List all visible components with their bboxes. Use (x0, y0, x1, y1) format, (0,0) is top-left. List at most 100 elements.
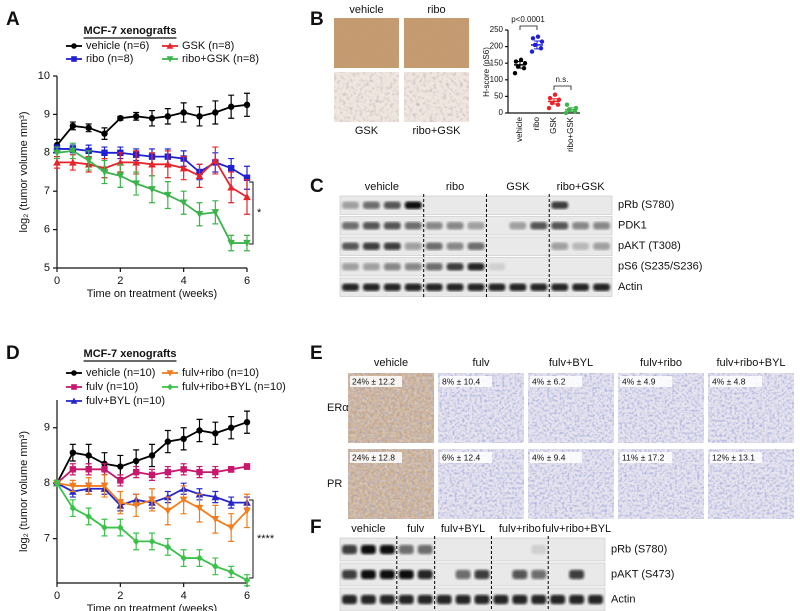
blot-band (593, 242, 610, 250)
blot-band (425, 283, 443, 291)
legend-marker (167, 383, 173, 391)
significance-bracket (249, 181, 254, 245)
panel-letter: C (310, 176, 324, 197)
marker (180, 435, 187, 443)
marker (53, 479, 61, 487)
marker (69, 504, 77, 512)
blot-band (362, 283, 380, 291)
marker (148, 471, 156, 479)
blot-strip (339, 537, 606, 562)
blot-band (383, 263, 401, 271)
marker (116, 172, 125, 180)
legend-marker (71, 370, 77, 376)
score-backdrop (350, 452, 402, 463)
marker (132, 457, 140, 465)
marker (243, 463, 251, 470)
blot-band (360, 594, 376, 605)
column-label: fulv+BYL (549, 357, 593, 369)
lane-label: fulv (407, 523, 425, 535)
significance-label: **** (257, 533, 275, 545)
blot-band (379, 594, 395, 605)
marker (84, 157, 93, 165)
marker (227, 424, 235, 431)
blot-band (342, 594, 357, 605)
blot-strip (339, 587, 606, 611)
blot-band (467, 263, 485, 271)
blot-band (467, 222, 485, 230)
blot-band (425, 242, 443, 250)
marker (148, 115, 156, 122)
x-tick-label: 0 (54, 590, 60, 602)
legend-marker (71, 384, 77, 390)
legend-marker (166, 56, 174, 63)
blot-band (383, 283, 401, 291)
blot-band (488, 283, 506, 291)
marker (211, 516, 220, 524)
blot-band (512, 569, 528, 580)
y-tick-label: 6 (44, 224, 50, 236)
ihc-texture (334, 18, 399, 68)
blot-band (531, 569, 547, 580)
marker (179, 164, 188, 172)
row-label: Actin (611, 593, 635, 605)
legend-label: fulv+ribo (n=10) (182, 367, 259, 379)
marker (117, 115, 124, 122)
image-label: ribo+GSK (413, 125, 462, 137)
score-backdrop (710, 452, 762, 463)
blot-band (398, 569, 414, 580)
y-tick-label: 250 (490, 25, 504, 34)
x-axis-label: Time on treatment (weeks) (87, 288, 217, 300)
score-backdrop (440, 452, 492, 463)
marker (243, 507, 251, 515)
y-tick-label: 7 (44, 533, 50, 545)
score-label: 4% ± 4.9 (622, 376, 656, 386)
significance-bracket (519, 25, 538, 30)
y-tick-label: 150 (490, 58, 504, 67)
marker (132, 113, 140, 120)
blot-band (425, 222, 443, 230)
legend-marker (70, 397, 78, 404)
y-axis-label: log₂ (tumor volume mm³) (18, 111, 30, 232)
blot-band (530, 283, 548, 291)
score-label: 4% ± 9.4 (532, 452, 566, 462)
blot-band (569, 569, 585, 580)
column-label: fulv (472, 357, 490, 369)
blot-strip (339, 562, 606, 587)
column-label: fulv+ribo (640, 357, 682, 369)
blot-band (467, 283, 485, 291)
blot-band (342, 222, 359, 230)
marker (101, 523, 108, 532)
blot-band (362, 263, 380, 271)
row-label: PR (327, 478, 342, 490)
error-bar (568, 107, 574, 113)
blot-band (569, 594, 585, 605)
blot-band (467, 242, 485, 250)
marker (243, 239, 251, 247)
blot-band (425, 263, 443, 271)
blot-band (362, 222, 380, 230)
ihc-texture (404, 18, 469, 68)
marker (195, 211, 204, 219)
marker (100, 168, 109, 176)
blot-band (404, 283, 422, 291)
blot-band (383, 242, 401, 250)
blot-band (417, 569, 433, 580)
marker (164, 113, 172, 120)
data-point (538, 46, 544, 51)
marker (243, 193, 251, 201)
blot-band (404, 201, 422, 209)
marker (53, 158, 61, 166)
legend-label: vehicle (n=10) (86, 367, 155, 379)
y-tick-label: 5 (44, 262, 50, 274)
chart-title: MCF-7 xenografts (84, 25, 177, 37)
error-bar (534, 40, 540, 50)
marker (227, 498, 235, 506)
blot-band (509, 222, 527, 230)
x-tick-label: vehicle (515, 116, 524, 141)
marker (180, 466, 187, 473)
marker (69, 466, 77, 473)
marker (69, 122, 77, 130)
marker (243, 576, 251, 584)
marker (180, 554, 187, 562)
